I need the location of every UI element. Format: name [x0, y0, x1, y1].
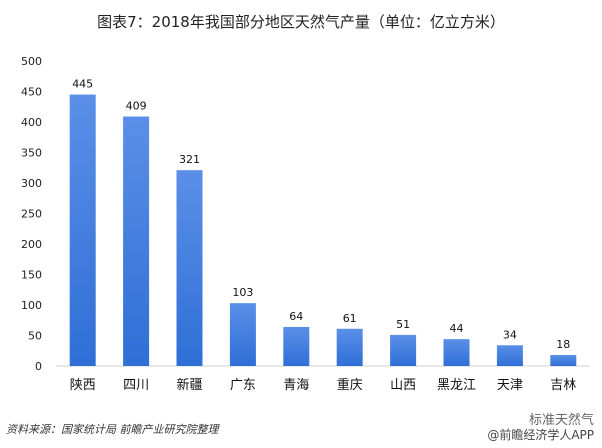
data-label: 409 [126, 100, 147, 113]
x-tick-label: 天津 [497, 378, 523, 393]
data-label: 51 [396, 318, 410, 331]
bar [550, 355, 577, 366]
x-tick-label: 黑龙江 [437, 378, 476, 393]
data-label: 321 [179, 153, 200, 166]
data-label: 64 [289, 310, 303, 323]
bar [496, 345, 523, 366]
x-tick-label: 陕西 [70, 378, 96, 393]
bar [69, 94, 96, 367]
data-label: 103 [232, 286, 253, 299]
y-tick-label: 450 [21, 86, 42, 99]
bar [336, 328, 363, 366]
data-label: 61 [343, 312, 357, 325]
bar-series: 445 陕西 409 四川 321 新疆 103 广东 64 青海 61 重庆 51 山西 44 黑龙江 34 天… [70, 78, 577, 393]
bar [123, 116, 150, 366]
data-label: 44 [450, 322, 464, 335]
y-tick-label: 50 [28, 330, 42, 343]
y-tick-label: 350 [21, 147, 42, 160]
data-label: 34 [503, 328, 517, 341]
chart-title: 图表7：2018年我国部分地区天然气产量（单位：亿立方米） [97, 13, 505, 31]
watermark-wechat: 标准天然气 [528, 413, 594, 428]
y-tick-label: 500 [21, 55, 42, 68]
y-tick-label: 400 [21, 116, 42, 129]
x-tick-label: 青海 [283, 378, 309, 393]
y-tick-label: 200 [21, 238, 42, 251]
x-tick-label: 四川 [123, 378, 149, 393]
y-tick-label: 150 [21, 269, 42, 282]
x-tick-label: 新疆 [176, 377, 202, 393]
data-label: 18 [556, 338, 570, 351]
bar [283, 326, 310, 366]
x-tick-label: 山西 [390, 378, 416, 393]
bar [229, 303, 256, 366]
x-tick-label: 广东 [230, 378, 256, 393]
bar [390, 334, 417, 366]
y-tick-label: 250 [21, 208, 42, 221]
bar [176, 170, 203, 366]
watermark-app: @前瞻经济学人APP [487, 428, 594, 442]
source-note: 资料来源：国家统计局 前瞻产业研究院整理 [6, 423, 219, 436]
y-tick-label: 100 [21, 299, 42, 312]
y-tick-label: 300 [21, 177, 42, 190]
x-tick-label: 重庆 [337, 377, 363, 393]
y-tick-label: 0 [35, 360, 42, 373]
bar [443, 339, 470, 366]
y-axis: 0 50 100 150 200 250 300 350 400 450 500 [21, 55, 42, 373]
data-label: 445 [72, 78, 93, 91]
x-tick-label: 吉林 [550, 378, 576, 393]
